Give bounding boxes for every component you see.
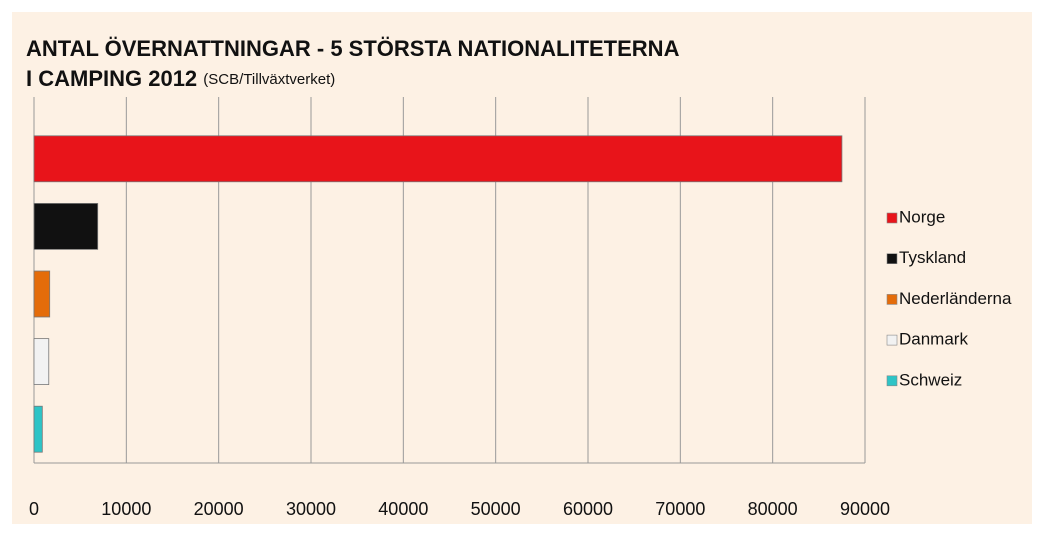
bar	[33, 135, 843, 183]
x-tick-label: 30000	[286, 499, 336, 519]
x-tick-label: 50000	[471, 499, 521, 519]
x-tick-label: 10000	[101, 499, 151, 519]
chart-background	[12, 12, 1032, 524]
chart-title-line2: I CAMPING 2012 (SCB/Tillväxtverket)	[26, 66, 335, 91]
bar	[33, 405, 43, 453]
bar	[33, 203, 99, 250]
legend-label: Norge	[899, 207, 945, 226]
title-line2: I CAMPING 2012	[26, 66, 197, 91]
legend-swatch	[886, 375, 898, 387]
legend-label: Tyskland	[899, 248, 966, 267]
x-tick-label: 80000	[748, 499, 798, 519]
legend-swatch	[886, 334, 898, 346]
legend-swatch	[886, 253, 898, 264]
legend-label: Danmark	[899, 330, 968, 349]
x-tick-label: 40000	[378, 499, 428, 519]
x-tick-label: 60000	[563, 499, 613, 519]
legend-label: Nederländerna	[899, 289, 1012, 308]
x-tick-label: 90000	[840, 499, 890, 519]
chart-title: ANTAL ÖVERNATTNINGAR - 5 STÖRSTA NATIONA…	[26, 36, 680, 61]
source: (SCB/Tillväxtverket)	[203, 71, 335, 88]
x-tick-label: 20000	[194, 499, 244, 519]
legend-swatch	[886, 294, 898, 305]
bar	[33, 338, 50, 385]
legend-swatch	[886, 212, 898, 224]
x-tick-label: 70000	[655, 499, 705, 519]
legend-label: Schweiz	[899, 370, 962, 389]
bar	[33, 270, 51, 318]
x-tick-label: 0	[29, 499, 39, 519]
